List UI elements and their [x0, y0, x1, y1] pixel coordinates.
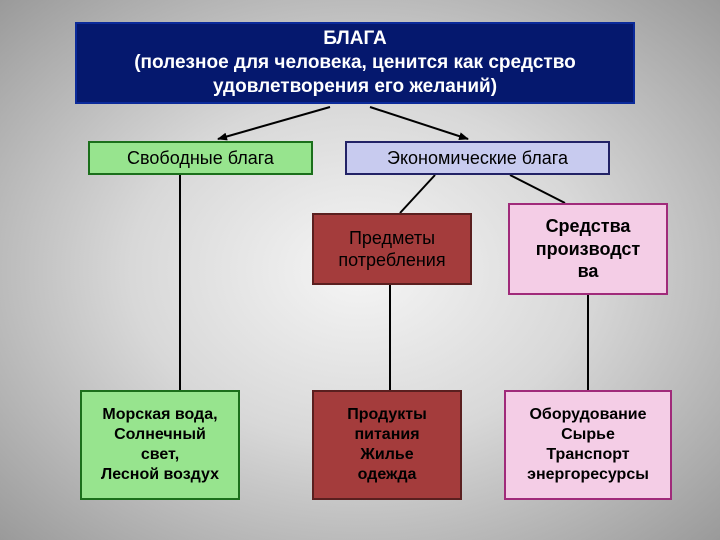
consume-line1: Предметы — [338, 227, 445, 250]
consume-ex-line1: Продукты — [347, 405, 427, 425]
free-label: Свободные блага — [127, 147, 274, 170]
node-free: Свободные блага — [88, 141, 313, 175]
prod-ex-line4: энергоресурсы — [527, 465, 649, 485]
prod-ex-line1: Оборудование — [527, 405, 649, 425]
node-prod: Средства производст ва — [508, 203, 668, 295]
root-line2: (полезное для человека, ценится как сред… — [134, 51, 576, 75]
node-prod-examples: Оборудование Сырье Транспорт энергоресур… — [504, 390, 672, 500]
econ-label: Экономические блага — [387, 147, 568, 170]
consume-ex-line3: Жилье — [347, 445, 427, 465]
consume-ex-line4: одежда — [347, 465, 427, 485]
free-ex-line3: свет, — [101, 445, 219, 465]
node-root: БЛАГА (полезное для человека, ценится ка… — [75, 22, 635, 104]
free-ex-line4: Лесной воздух — [101, 465, 219, 485]
prod-ex-line2: Сырье — [527, 425, 649, 445]
consume-ex-line2: питания — [347, 425, 427, 445]
prod-line1: Средства — [536, 215, 640, 238]
node-consume: Предметы потребления — [312, 213, 472, 285]
consume-line2: потребления — [338, 249, 445, 272]
prod-line3: ва — [536, 260, 640, 283]
node-consume-examples: Продукты питания Жилье одежда — [312, 390, 462, 500]
free-ex-line1: Морская вода, — [101, 405, 219, 425]
root-line1: БЛАГА — [134, 27, 576, 51]
node-free-examples: Морская вода, Солнечный свет, Лесной воз… — [80, 390, 240, 500]
free-ex-line2: Солнечный — [101, 425, 219, 445]
prod-line2: производст — [536, 238, 640, 261]
node-econ: Экономические блага — [345, 141, 610, 175]
root-line3: удовлетворения его желаний) — [134, 75, 576, 99]
prod-ex-line3: Транспорт — [527, 445, 649, 465]
